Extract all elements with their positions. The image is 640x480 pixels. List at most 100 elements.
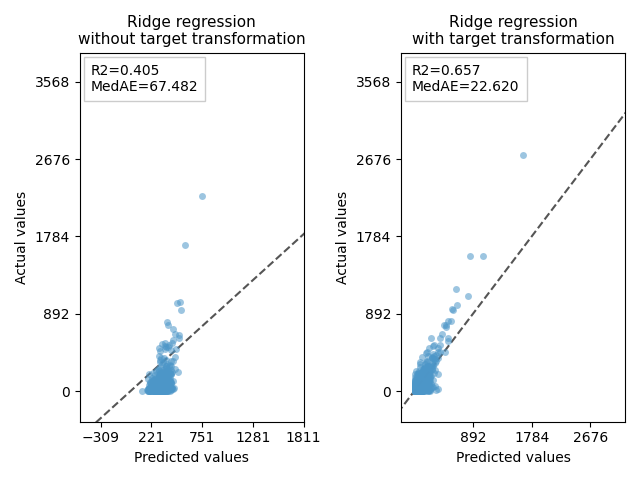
Point bbox=[427, 353, 437, 360]
Point bbox=[154, 386, 164, 394]
Point bbox=[410, 386, 420, 394]
Point bbox=[425, 374, 435, 382]
Point bbox=[146, 383, 156, 391]
Point bbox=[150, 382, 161, 390]
Point bbox=[156, 381, 166, 389]
Point bbox=[413, 385, 423, 393]
Point bbox=[423, 352, 433, 360]
Point bbox=[413, 385, 424, 393]
Point bbox=[419, 367, 429, 374]
X-axis label: Predicted values: Predicted values bbox=[134, 451, 249, 465]
Point bbox=[410, 370, 420, 378]
Point bbox=[176, 307, 186, 314]
Point bbox=[153, 385, 163, 393]
Point bbox=[150, 381, 161, 389]
Point bbox=[154, 381, 164, 388]
Point bbox=[410, 385, 420, 393]
Point bbox=[415, 378, 425, 386]
Point bbox=[161, 364, 171, 372]
Point bbox=[170, 365, 180, 372]
Point bbox=[414, 387, 424, 395]
Point bbox=[415, 386, 425, 394]
Point bbox=[161, 378, 172, 385]
Point bbox=[154, 376, 164, 384]
Point bbox=[168, 377, 179, 384]
Point bbox=[165, 361, 175, 369]
Point bbox=[167, 384, 177, 391]
Point bbox=[410, 386, 420, 394]
Point bbox=[159, 387, 169, 395]
Point bbox=[411, 383, 421, 390]
Point bbox=[157, 386, 167, 394]
Point bbox=[150, 378, 160, 385]
Point bbox=[414, 387, 424, 395]
Point bbox=[163, 318, 173, 326]
Point bbox=[419, 385, 429, 393]
Point bbox=[145, 378, 155, 386]
Point bbox=[410, 387, 420, 395]
Point bbox=[416, 382, 426, 390]
Point bbox=[426, 387, 436, 395]
Point bbox=[410, 385, 420, 393]
Point bbox=[423, 386, 433, 394]
Point bbox=[150, 382, 161, 390]
Point bbox=[413, 384, 423, 392]
Point bbox=[151, 386, 161, 394]
Point bbox=[158, 359, 168, 366]
Point bbox=[160, 386, 170, 394]
Point bbox=[159, 354, 169, 362]
Point bbox=[157, 384, 167, 391]
Point bbox=[150, 371, 160, 379]
Point bbox=[420, 379, 431, 386]
Point bbox=[162, 378, 172, 385]
Text: R2=0.657
MedAE=22.620: R2=0.657 MedAE=22.620 bbox=[412, 64, 520, 94]
Point bbox=[180, 241, 190, 249]
Point bbox=[154, 378, 164, 385]
Point bbox=[161, 387, 171, 395]
Point bbox=[148, 386, 159, 394]
Point bbox=[162, 381, 172, 388]
Point bbox=[423, 368, 433, 376]
Point bbox=[156, 384, 166, 392]
Point bbox=[166, 366, 177, 373]
Point bbox=[410, 386, 420, 394]
Point bbox=[416, 386, 426, 394]
Point bbox=[155, 383, 165, 391]
Point bbox=[411, 385, 421, 393]
Point bbox=[152, 385, 163, 393]
Point bbox=[154, 375, 164, 383]
Point bbox=[411, 386, 421, 394]
Point bbox=[153, 386, 163, 394]
Point bbox=[412, 368, 422, 375]
Point bbox=[463, 292, 474, 300]
Point bbox=[168, 336, 178, 344]
Point bbox=[421, 359, 431, 366]
Point bbox=[412, 387, 422, 395]
Point bbox=[155, 383, 165, 390]
Point bbox=[157, 386, 168, 394]
Point bbox=[410, 387, 420, 395]
Point bbox=[148, 386, 158, 394]
Point bbox=[417, 375, 428, 383]
Point bbox=[421, 349, 431, 357]
Point bbox=[415, 381, 426, 389]
Point bbox=[163, 368, 173, 376]
Point bbox=[149, 380, 159, 387]
Point bbox=[422, 376, 432, 384]
Point bbox=[420, 379, 431, 386]
Point bbox=[414, 385, 424, 393]
Point bbox=[410, 387, 420, 395]
Point bbox=[154, 384, 164, 392]
Point bbox=[413, 384, 423, 392]
Point bbox=[415, 385, 426, 393]
Point bbox=[416, 385, 426, 393]
Point bbox=[152, 386, 162, 394]
Point bbox=[153, 386, 163, 394]
Point bbox=[146, 386, 156, 394]
Point bbox=[410, 384, 420, 392]
Point bbox=[154, 377, 164, 385]
Point bbox=[159, 382, 169, 390]
Point bbox=[147, 377, 157, 384]
Point bbox=[422, 387, 433, 395]
Point bbox=[148, 382, 158, 389]
